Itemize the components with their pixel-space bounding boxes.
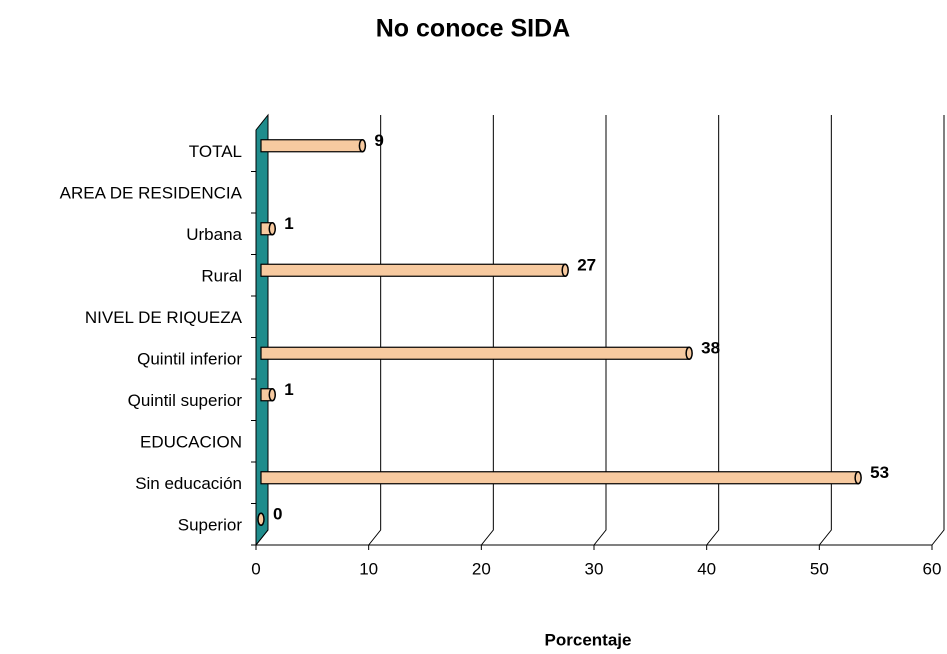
- data-label: 38: [701, 339, 720, 358]
- y-tick-label: TOTAL: [189, 142, 242, 161]
- grid-line: [818, 115, 832, 546]
- bar-cap: [358, 139, 367, 153]
- x-tick-label: 10: [359, 559, 378, 578]
- x-axis-title: Porcentaje: [545, 630, 632, 649]
- y-tick-label: Rural: [201, 267, 242, 286]
- data-label: 1: [284, 214, 293, 233]
- y-tick-label: AREA DE RESIDENCIA: [60, 184, 243, 203]
- chart-title: No conoce SIDA: [376, 15, 570, 43]
- bar-cap: [268, 388, 277, 402]
- bar-cap: [854, 471, 862, 485]
- grid-line: [706, 115, 720, 546]
- bar: [260, 263, 566, 277]
- grid-line: [593, 115, 607, 546]
- bar-cap: [561, 263, 569, 277]
- y-tick-label: Sin educación: [135, 474, 242, 493]
- bar: [260, 139, 364, 153]
- data-label: 1: [284, 380, 293, 399]
- grid-line: [368, 115, 382, 546]
- y-tick-label: Quintil inferior: [137, 350, 242, 369]
- grid-line: [480, 115, 494, 546]
- x-tick-label: 20: [472, 559, 491, 578]
- bar: [260, 471, 859, 485]
- y-tick-label: Superior: [178, 516, 243, 535]
- y-tick-label: Quintil superior: [128, 391, 243, 410]
- x-tick-label: 50: [810, 559, 829, 578]
- y-tick-label: EDUCACION: [140, 433, 242, 452]
- grid-line: [931, 115, 945, 546]
- bar-cap: [685, 346, 693, 360]
- bar-cap: [257, 512, 265, 526]
- x-tick-label: 0: [251, 559, 260, 578]
- bar: [260, 346, 690, 360]
- data-label: 53: [870, 463, 889, 482]
- x-tick-label: 60: [923, 559, 942, 578]
- grid-line: [255, 115, 269, 546]
- data-label: 9: [374, 131, 383, 150]
- bar-cap: [268, 222, 277, 236]
- data-label: 0: [273, 505, 282, 524]
- y-tick-label: NIVEL DE RIQUEZA: [85, 308, 243, 327]
- y-tick-label: Urbana: [186, 225, 242, 244]
- data-label: 27: [577, 256, 596, 275]
- x-tick-label: 40: [697, 559, 716, 578]
- x-tick-label: 30: [585, 559, 604, 578]
